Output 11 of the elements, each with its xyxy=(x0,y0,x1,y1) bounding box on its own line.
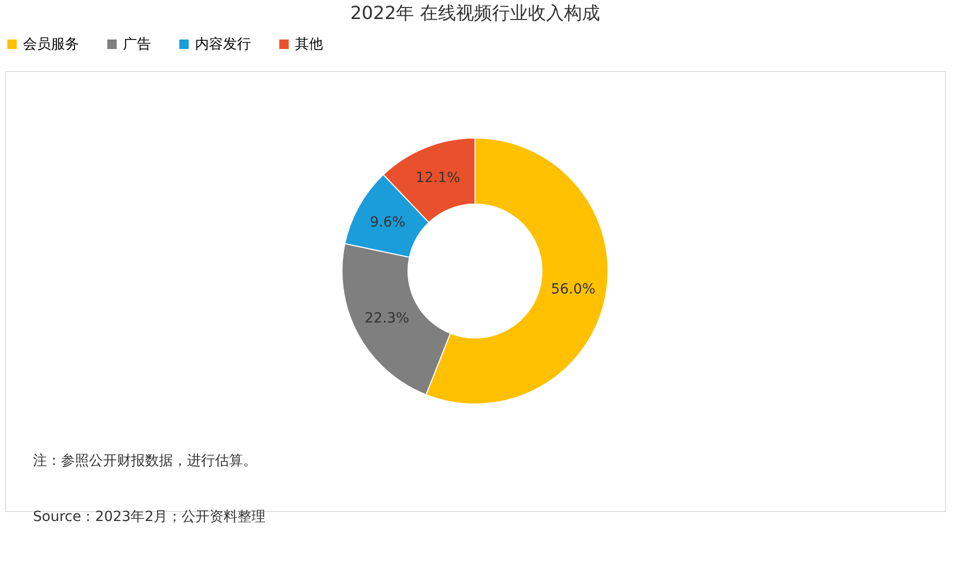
data-label: 22.3% xyxy=(364,310,410,326)
legend-label: 其他 xyxy=(295,36,323,52)
chart-title: 2022年 在线视频行业收入构成 xyxy=(350,3,600,24)
legend-label: 会员服务 xyxy=(23,36,79,52)
legend-label: 内容发行 xyxy=(195,36,251,52)
data-label: 9.6% xyxy=(370,214,406,230)
data-label: 12.1% xyxy=(416,170,460,186)
text: 注：参照公开财报数据，进行估算。 xyxy=(33,453,257,469)
legend-label: 广告 xyxy=(123,36,151,52)
source-note: Source：2023年2月；公开资料整理 xyxy=(33,509,266,525)
data-label: 56.0% xyxy=(550,282,596,298)
